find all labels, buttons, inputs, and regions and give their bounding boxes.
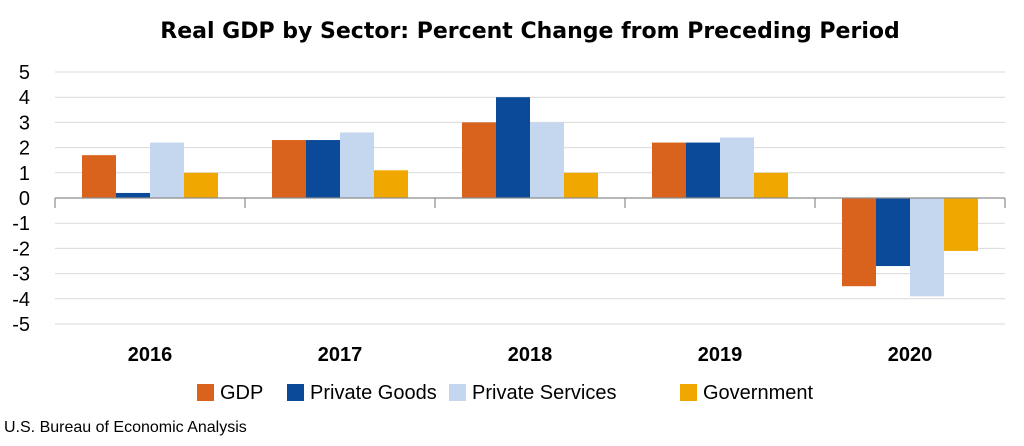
y-tick-label: -1 bbox=[12, 213, 30, 235]
y-tick-label: 3 bbox=[19, 112, 30, 134]
y-axis-ticks: 5 4 3 2 1 0 -1 -2 -3 -4 -5 bbox=[12, 62, 30, 336]
bar-2019-private-services bbox=[720, 137, 754, 198]
legend-swatch-government bbox=[680, 384, 697, 401]
legend: GDP Private Goods Private Services Governme… bbox=[197, 382, 813, 404]
bar-2019-private-goods bbox=[686, 142, 720, 198]
x-axis-ticks: 2016 2017 2018 2019 2020 bbox=[128, 344, 933, 366]
bar-2017-gdp bbox=[272, 140, 306, 198]
legend-swatch-gdp bbox=[197, 384, 214, 401]
bar-2016-private-services bbox=[150, 142, 184, 198]
y-tick-label: 0 bbox=[19, 188, 30, 210]
bar-2016-private-goods bbox=[116, 192, 150, 198]
bar-2017-government bbox=[374, 170, 408, 198]
x-tick-label: 2020 bbox=[888, 344, 933, 366]
bar-2016-gdp bbox=[82, 155, 116, 198]
legend-swatch-private-goods bbox=[287, 384, 304, 401]
y-tick-label: -5 bbox=[12, 314, 30, 336]
bar-2018-private-services bbox=[530, 122, 564, 198]
y-tick-label: -3 bbox=[12, 264, 30, 286]
x-tick-label: 2017 bbox=[318, 344, 363, 366]
legend-label: Private Goods bbox=[310, 382, 437, 404]
x-tick-label: 2016 bbox=[128, 344, 173, 366]
bar-2018-private-goods bbox=[496, 97, 530, 198]
legend-label: GDP bbox=[220, 382, 263, 404]
source-note: U.S. Bureau of Economic Analysis bbox=[4, 419, 247, 436]
chart-title: Real GDP by Sector: Percent Change from … bbox=[160, 19, 899, 44]
y-tick-label: 4 bbox=[19, 87, 30, 109]
zero-axis bbox=[54, 197, 1006, 208]
bar-2016-government bbox=[184, 172, 218, 198]
y-tick-label: -4 bbox=[12, 289, 30, 311]
legend-label: Private Services bbox=[472, 382, 617, 404]
bar-2020-government bbox=[944, 198, 978, 251]
x-tick-label: 2019 bbox=[698, 344, 743, 366]
x-tick-label: 2018 bbox=[508, 344, 553, 366]
y-tick-label: 2 bbox=[19, 138, 30, 160]
bar-2018-government bbox=[564, 172, 598, 198]
bars bbox=[82, 97, 978, 297]
y-tick-label: -2 bbox=[12, 238, 30, 260]
bar-2019-gdp bbox=[652, 142, 686, 198]
bar-2019-government bbox=[754, 172, 788, 198]
y-tick-label: 5 bbox=[19, 62, 30, 84]
bar-2020-private-services bbox=[910, 198, 944, 297]
bar-2017-private-goods bbox=[306, 140, 340, 198]
bar-2020-gdp bbox=[842, 198, 876, 287]
bar-2017-private-services bbox=[340, 132, 374, 198]
y-tick-label: 1 bbox=[19, 163, 30, 185]
bar-2018-gdp bbox=[462, 122, 496, 198]
legend-label: Government bbox=[703, 382, 813, 404]
bar-2020-private-goods bbox=[876, 198, 910, 267]
legend-swatch-private-services bbox=[449, 384, 466, 401]
